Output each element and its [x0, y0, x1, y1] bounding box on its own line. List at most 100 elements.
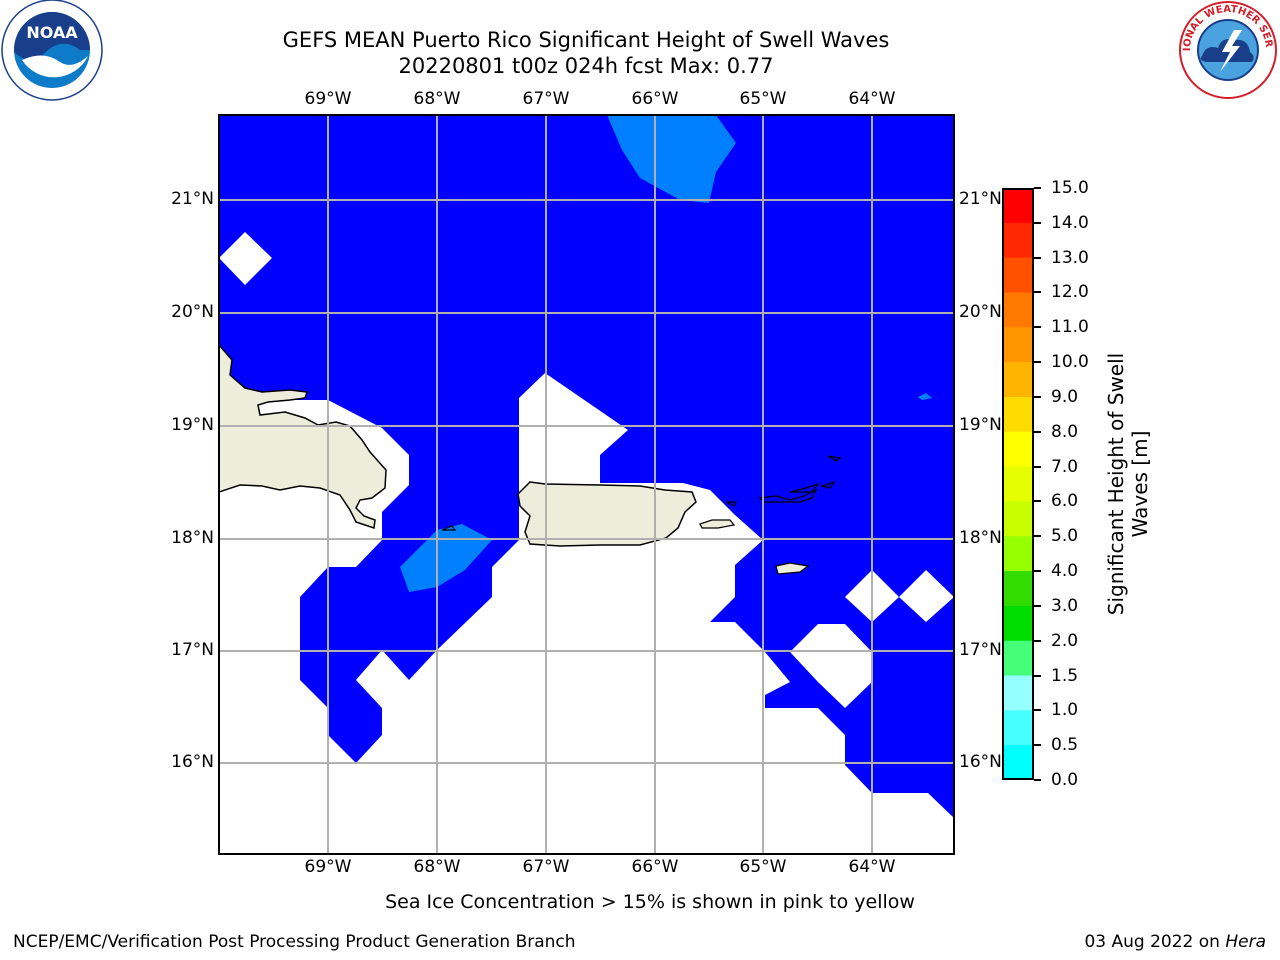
colorbar-tick-mark — [1034, 395, 1041, 398]
colorbar-tick-mark — [1034, 256, 1041, 259]
swell-0.5-1.0m-region — [918, 393, 932, 400]
island — [819, 480, 836, 489]
colorbar-tick-label: 1.0 — [1051, 700, 1079, 721]
lon-tick-top: 68°W — [413, 89, 461, 109]
colorbar-swatch — [1002, 675, 1034, 711]
colorbar-tick-mark — [1034, 221, 1041, 224]
lat-tick-right: 16°N — [959, 752, 1002, 772]
gridlines — [219, 115, 954, 854]
colorbar-tick-mark — [1034, 535, 1041, 538]
colorbar-tick-label: 12.0 — [1051, 282, 1089, 303]
lat-tick-right: 18°N — [959, 528, 1002, 548]
colorbar-swatch — [1002, 431, 1034, 468]
swell-0.5-1.0m-region — [607, 115, 736, 203]
colorbar-tick-mark — [1034, 500, 1041, 503]
colorbar-tick-label: 0.5 — [1051, 735, 1079, 756]
footer-date-text: 03 Aug 2022 on — [1084, 932, 1226, 952]
map-frame — [218, 114, 955, 855]
footer-host: Hera — [1225, 932, 1266, 952]
lon-tick-top: 66°W — [631, 89, 679, 109]
colorbar-tick-label: 13.0 — [1051, 247, 1089, 268]
lat-tick-left: 16°N — [171, 752, 214, 772]
colorbar-swatch — [1002, 188, 1034, 224]
colorbar-tick-mark — [1034, 430, 1041, 433]
swell-0-0.5m-region — [219, 115, 954, 818]
lon-tick-top: 65°W — [739, 89, 787, 109]
colorbar-tick-label: 0.0 — [1051, 770, 1079, 790]
colorbar-tick-label: 9.0 — [1051, 386, 1079, 407]
lat-tick-left: 17°N — [171, 640, 214, 660]
colorbar-tick-label: 6.0 — [1051, 491, 1079, 512]
colorbar-tick-label: 14.0 — [1051, 212, 1089, 233]
swell-0.5-1.0m-region — [400, 524, 492, 592]
colorbar-swatch — [1002, 571, 1034, 607]
colorbar-swatch — [1002, 466, 1034, 502]
lat-tick-right: 20°N — [959, 302, 1002, 322]
lat-tick-left: 18°N — [171, 528, 214, 548]
colorbar-label-line2: Waves [m] — [1128, 430, 1152, 538]
colorbar-swatch — [1002, 327, 1034, 363]
colorbar — [1002, 188, 1034, 781]
colorbar-tick-mark — [1034, 361, 1041, 364]
colorbar-tick-label: 10.0 — [1051, 352, 1089, 373]
island — [827, 455, 842, 462]
hispaniola-land — [219, 343, 387, 530]
colorbar-tick-mark — [1034, 639, 1041, 642]
colorbar-swatch — [1002, 292, 1034, 328]
colorbar-tick-mark — [1034, 570, 1041, 573]
colorbar-swatch — [1002, 605, 1034, 642]
lon-tick-bottom: 64°W — [848, 857, 896, 877]
noaa-logo: NOAA — [1, 0, 103, 101]
colorbar-tick-label: 3.0 — [1051, 595, 1079, 616]
colorbar-tick-label: 2.0 — [1051, 630, 1079, 651]
lon-tick-top: 69°W — [304, 89, 352, 109]
lat-tick-left: 21°N — [171, 189, 214, 209]
colorbar-tick-mark — [1034, 674, 1041, 677]
colorbar-tick-label: 5.0 — [1051, 526, 1079, 547]
no-data-hole — [219, 232, 272, 285]
colorbar-swatches — [1002, 188, 1034, 781]
colorbar-swatch — [1002, 257, 1034, 293]
colorbar-tick-mark — [1034, 187, 1041, 189]
island — [725, 501, 737, 507]
lat-tick-right: 17°N — [959, 640, 1002, 660]
no-data-hole — [790, 624, 872, 708]
colorbar-frame — [1002, 188, 1034, 780]
colorbar-tick-label: 15.0 — [1051, 178, 1089, 198]
noaa-logo-text: NOAA — [26, 23, 78, 42]
chart-title-line2: 20220801 t00z 024h fcst Max: 0.77 — [398, 54, 774, 78]
colorbar-tick-mark — [1034, 709, 1041, 712]
lon-tick-top: 67°W — [522, 89, 570, 109]
colorbar-label-line1: Significant Height of Swell — [1104, 352, 1128, 616]
colorbar-swatch — [1002, 640, 1034, 677]
island — [441, 525, 457, 531]
lon-tick-bottom: 65°W — [739, 857, 787, 877]
colorbar-swatch — [1002, 222, 1034, 259]
colorbar-ticks: 15.0 14.0 13.0 12.0 11.0 10.0 9.0 8.0 7.0 6.0 5.0 4… — [1034, 178, 1114, 790]
colorbar-swatch — [1002, 396, 1034, 433]
island — [775, 562, 810, 575]
colorbar-tick-mark — [1034, 291, 1041, 294]
footer-date: 03 Aug 2022 on Hera — [1084, 932, 1266, 952]
colorbar-tick-mark — [1034, 779, 1041, 781]
lon-tick-bottom: 67°W — [522, 857, 570, 877]
no-data-hole — [899, 570, 954, 622]
colorbar-tick-label: 4.0 — [1051, 561, 1079, 582]
lon-tick-bottom: 68°W — [413, 857, 461, 877]
island — [699, 519, 736, 529]
island — [758, 488, 818, 503]
colorbar-tick-mark — [1034, 326, 1041, 329]
island — [789, 482, 820, 493]
lon-tick-bottom: 66°W — [631, 857, 679, 877]
colorbar-swatch — [1002, 536, 1034, 572]
colorbar-swatch — [1002, 745, 1034, 781]
colorbar-tick-label: 8.0 — [1051, 421, 1079, 442]
colorbar-tick-label: 1.5 — [1051, 665, 1079, 686]
nws-logo: NATIONAL WEATHER SERVICE — [1176, 0, 1278, 100]
lon-tick-top: 64°W — [848, 89, 896, 109]
lat-tick-right: 19°N — [959, 415, 1002, 435]
lat-tick-left: 20°N — [171, 302, 214, 322]
colorbar-swatch — [1002, 710, 1034, 746]
sea-ice-note: Sea Ice Concentration > 15% is shown in … — [385, 891, 915, 913]
lon-tick-bottom: 69°W — [304, 857, 352, 877]
